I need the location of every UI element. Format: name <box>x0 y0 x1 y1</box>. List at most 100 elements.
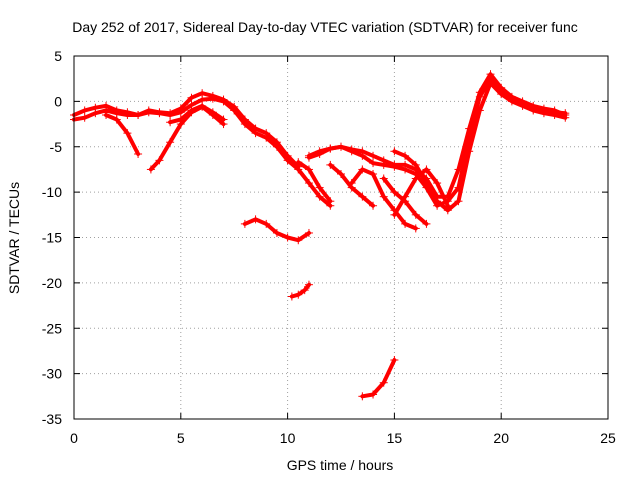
data-point <box>326 160 335 169</box>
data-point <box>155 156 164 165</box>
data-point <box>411 210 420 219</box>
data-point <box>315 147 324 156</box>
data-point <box>337 142 345 151</box>
data-point <box>304 179 313 188</box>
data-point <box>304 228 313 237</box>
data-point <box>390 188 399 197</box>
data-point <box>433 197 442 206</box>
data-series-arc-15 <box>379 174 431 228</box>
data-point <box>208 91 217 100</box>
data-series-arc-12 <box>390 79 570 215</box>
data-point <box>379 174 388 183</box>
data-point <box>465 147 474 156</box>
data-point <box>187 106 196 115</box>
x-tick-label: 5 <box>177 430 185 446</box>
data-series-arc-3 <box>102 110 143 159</box>
data-point <box>208 108 217 117</box>
data-point <box>486 79 495 88</box>
x-tick-label: 0 <box>70 430 78 446</box>
series-line <box>148 104 226 172</box>
series-line <box>72 91 301 169</box>
data-point <box>262 219 271 228</box>
data-point <box>411 160 420 169</box>
data-series-arc-9 <box>358 356 399 401</box>
data-point <box>539 109 548 118</box>
data-point <box>102 110 111 119</box>
data-point <box>518 101 527 110</box>
data-series-arc-6 <box>294 158 335 206</box>
data-point <box>123 108 132 117</box>
data-point <box>379 160 388 169</box>
data-series-arc-13 <box>326 160 378 210</box>
data-series-arc-5 <box>166 101 228 127</box>
data-point <box>497 90 506 99</box>
data-point <box>390 162 399 171</box>
data-point <box>347 179 356 188</box>
data-point <box>166 138 175 147</box>
y-tick-label: -20 <box>42 275 62 291</box>
data-point <box>401 165 410 174</box>
data-point <box>283 233 292 242</box>
data-point <box>304 280 313 289</box>
chart-title: Day 252 of 2017, Sidereal Day-to-day VTE… <box>72 19 578 35</box>
series-line <box>307 72 568 199</box>
series-line <box>392 167 450 217</box>
data-point <box>287 292 296 301</box>
data-point <box>422 179 431 188</box>
series-line <box>289 282 311 299</box>
data-point <box>369 159 378 168</box>
data-point <box>401 219 410 228</box>
data-point <box>411 224 420 233</box>
data-point <box>561 113 570 122</box>
data-point <box>176 104 185 113</box>
grid <box>74 56 608 419</box>
y-tick-label: -5 <box>50 139 63 155</box>
data-point <box>294 236 303 245</box>
y-tick-label: 5 <box>54 48 62 64</box>
data-point <box>219 115 228 124</box>
data-point <box>422 165 431 174</box>
data-point <box>112 115 121 124</box>
data-point <box>251 215 260 224</box>
y-tick-label: -35 <box>42 411 62 427</box>
data-point <box>300 286 309 295</box>
data-point <box>80 106 89 115</box>
data-series-arc-2 <box>70 89 303 171</box>
data-point <box>198 101 207 110</box>
data-point <box>262 129 271 138</box>
data-point <box>475 92 484 101</box>
data-point <box>401 151 410 160</box>
data-point <box>433 179 442 188</box>
data-point <box>358 392 367 401</box>
data-point <box>390 210 399 219</box>
data-point <box>358 151 367 160</box>
y-tick-label: 0 <box>54 93 62 109</box>
data-point <box>294 290 303 299</box>
y-tick-label: -30 <box>42 366 62 382</box>
data-point <box>422 219 431 228</box>
data-traces <box>70 70 570 401</box>
data-point <box>529 106 538 115</box>
data-point <box>507 97 516 106</box>
data-point <box>358 165 367 174</box>
data-point <box>369 169 378 178</box>
data-point <box>80 113 89 122</box>
data-point <box>347 147 356 156</box>
data-point <box>230 102 239 111</box>
data-point <box>379 192 388 201</box>
data-point <box>240 115 249 124</box>
y-tick-label: -10 <box>42 184 62 200</box>
data-point <box>251 124 260 133</box>
data-point <box>146 165 155 174</box>
data-point <box>326 144 335 153</box>
data-point <box>315 183 324 192</box>
series-line <box>104 113 141 156</box>
data-point <box>358 192 367 201</box>
data-point <box>102 101 111 110</box>
data-point <box>155 108 164 117</box>
series-line <box>360 358 397 399</box>
data-point <box>411 174 420 183</box>
data-series-arc-14 <box>347 165 420 233</box>
data-point <box>272 228 281 237</box>
